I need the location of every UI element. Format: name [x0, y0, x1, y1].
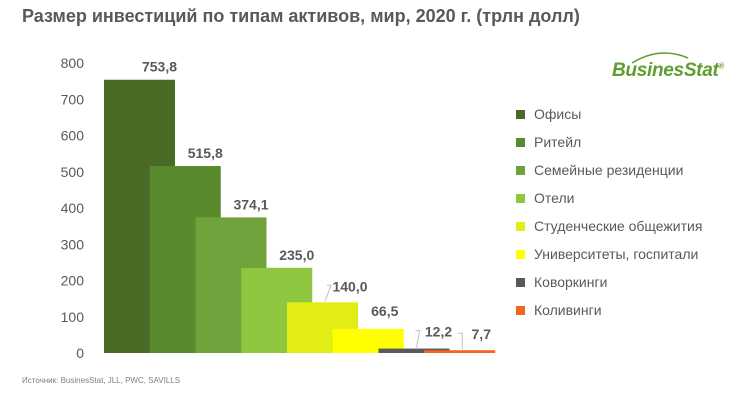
- businesstat-logo: BusinesStat®: [612, 60, 725, 81]
- leader-line: [415, 330, 421, 348]
- legend-label: Офисы: [534, 106, 582, 122]
- legend-swatch: [516, 305, 525, 315]
- data-label: 12,2: [425, 324, 452, 340]
- data-label: 753,8: [142, 59, 177, 75]
- legend: Офисы Ритейл Семейные резиденции Отели Студе…: [516, 100, 702, 324]
- source-note: Источник: BusinesStat, JLL, PWC, SAVILLS: [22, 376, 181, 385]
- legend-label: Семейные резиденции: [534, 162, 684, 178]
- legend-swatch: [516, 277, 525, 287]
- legend-swatch: [516, 249, 525, 259]
- data-label: 374,1: [233, 196, 268, 212]
- chart-title: Размер инвестиций по типам активов, мир,…: [22, 6, 580, 26]
- legend-label: Ритейл: [534, 134, 582, 150]
- data-label: 7,7: [472, 326, 492, 342]
- legend-item: Университеты, госпитали: [516, 240, 702, 268]
- y-tick-label: 200: [61, 273, 85, 289]
- legend-label: Коливинги: [534, 302, 602, 318]
- leader-line: [324, 284, 332, 302]
- legend-item: Ритейл: [516, 128, 702, 156]
- legend-swatch: [516, 137, 525, 147]
- y-tick-label: 400: [61, 200, 85, 216]
- bars: [104, 79, 496, 353]
- y-tick-label: 100: [61, 309, 85, 325]
- leader-lines: [324, 284, 463, 350]
- leader-line: [458, 332, 463, 350]
- logo-arc-icon: [631, 52, 689, 64]
- legend-swatch: [516, 109, 525, 119]
- data-label: 66,5: [371, 303, 398, 319]
- legend-label: Отели: [534, 190, 575, 206]
- data-label: 515,8: [188, 145, 223, 161]
- legend-item: Коливинги: [516, 296, 702, 324]
- legend-item: Студенческие общежития: [516, 212, 702, 240]
- legend-item: Отели: [516, 184, 702, 212]
- bar-8: [424, 350, 496, 353]
- data-label: 235,0: [279, 247, 314, 263]
- y-tick-label: 500: [61, 164, 85, 180]
- y-axis: 0 100 200 300 400 500 600 700 800: [61, 55, 85, 361]
- bar-7: [378, 348, 450, 353]
- legend-item: Семейные резиденции: [516, 156, 702, 184]
- y-tick-label: 0: [76, 345, 84, 361]
- y-tick-label: 600: [61, 128, 85, 144]
- legend-label: Студенческие общежития: [534, 218, 703, 234]
- y-tick-label: 700: [61, 91, 85, 107]
- legend-swatch: [516, 165, 525, 175]
- legend-item: Офисы: [516, 100, 702, 128]
- legend-swatch: [516, 221, 525, 231]
- legend-item: Коворкинги: [516, 268, 702, 296]
- legend-label: Коворкинги: [534, 274, 608, 290]
- legend-swatch: [516, 193, 525, 203]
- data-labels: 753,8 515,8 374,1 235,0 140,066,5 12,2 7,7: [142, 59, 491, 342]
- y-tick-label: 800: [61, 55, 85, 71]
- legend-label: Университеты, госпитали: [534, 246, 699, 262]
- y-tick-label: 300: [61, 236, 85, 252]
- data-label: 140,0: [332, 278, 367, 294]
